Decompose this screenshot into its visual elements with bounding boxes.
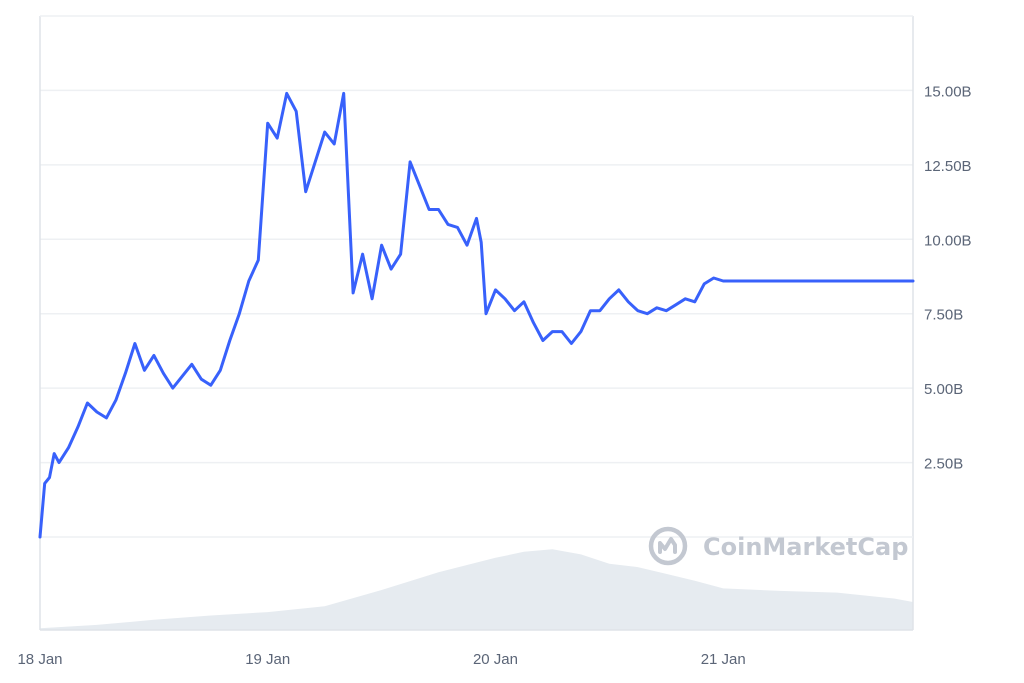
price-series [38, 91, 915, 539]
y-tick-label: 15.00B [924, 83, 972, 100]
y-axis-ticks: 2.50B 5.00B 7.50B 10.00B 12.50B 15.00B [924, 83, 972, 472]
chart-frame [39, 15, 914, 631]
y-tick-label: 5.00B [924, 381, 963, 398]
y-tick-label: 10.00B [924, 232, 972, 249]
volume-area-shape [40, 549, 913, 630]
x-tick-label: 18 Jan [17, 651, 62, 668]
x-axis-ticks: 18 Jan 19 Jan 20 Jan 21 Jan [17, 651, 745, 668]
x-tick-label: 21 Jan [701, 651, 746, 668]
y-tick-label: 7.50B [924, 307, 963, 324]
volume-area [40, 549, 913, 630]
y-tick-label: 12.50B [924, 158, 972, 175]
grid-lines [40, 89, 913, 464]
watermark: CoinMarketCap [648, 526, 908, 566]
y-tick-label: 2.50B [924, 456, 963, 473]
watermark-text: CoinMarketCap [703, 533, 908, 561]
x-tick-label: 19 Jan [245, 651, 290, 668]
coinmarketcap-logo-icon [648, 526, 688, 566]
price-line-series-0 [38, 91, 915, 539]
x-tick-label: 20 Jan [473, 651, 518, 668]
